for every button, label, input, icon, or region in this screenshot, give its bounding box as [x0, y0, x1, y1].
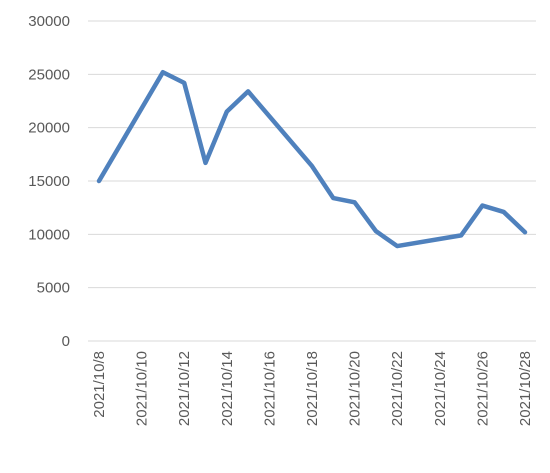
x-tick-label: 2021/10/14	[219, 351, 236, 426]
y-tick-label: 20000	[28, 120, 70, 137]
x-tick-label: 2021/10/26	[474, 351, 491, 426]
y-tick-label: 15000	[28, 173, 70, 190]
x-tick-label: 2021/10/10	[134, 351, 151, 426]
x-tick-label: 2021/10/8	[91, 351, 108, 418]
x-tick-label: 2021/10/20	[347, 351, 364, 426]
x-tick-label: 2021/10/22	[389, 351, 406, 426]
x-tick-label: 2021/10/28	[517, 351, 534, 426]
y-tick-label: 25000	[28, 66, 70, 83]
y-tick-label: 5000	[37, 280, 70, 297]
y-tick-label: 30000	[28, 13, 70, 30]
x-tick-label: 2021/10/18	[304, 351, 321, 426]
y-tick-label: 10000	[28, 226, 70, 243]
x-tick-label: 2021/10/24	[432, 351, 449, 426]
x-tick-label: 2021/10/12	[176, 351, 193, 426]
y-tick-label: 0	[62, 333, 70, 350]
line	[96, 69, 528, 249]
x-tick-label: 2021/10/16	[261, 351, 278, 426]
